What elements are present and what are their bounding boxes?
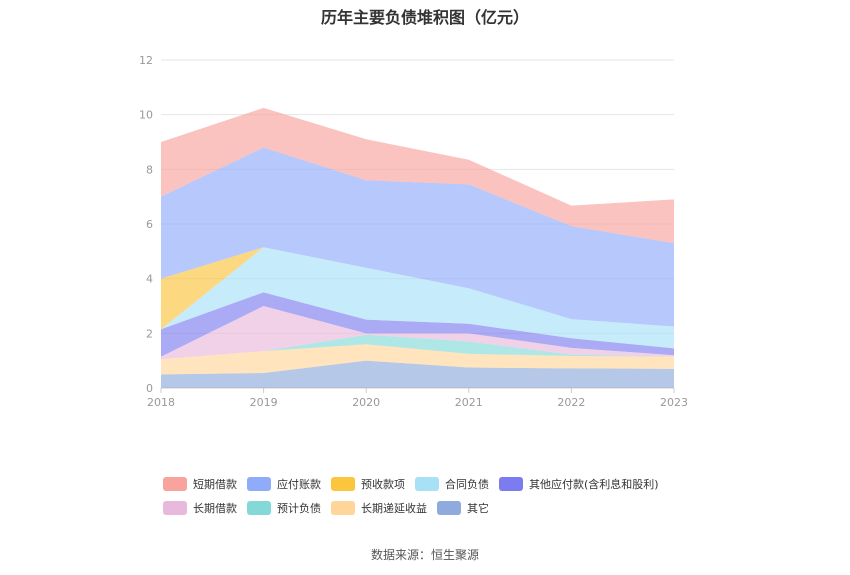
area-series	[161, 344, 674, 375]
x-tick-label: 2020	[352, 396, 380, 409]
legend-label: 短期借款	[193, 478, 237, 491]
y-tick-label: 10	[139, 109, 153, 122]
chart-legend: 短期借款 应付账款 预收款项 合同负债 其他应付款(含利息和股利) 长期借款 预计负债 长期…	[163, 472, 723, 520]
legend-swatch	[415, 477, 439, 491]
legend-swatch	[163, 501, 187, 515]
legend-item[interactable]: 预收款项	[331, 476, 405, 492]
legend-label: 合同负债	[445, 478, 489, 491]
legend-swatch	[437, 501, 461, 515]
area-series	[161, 306, 674, 360]
legend-label: 其他应付款(含利息和股利)	[529, 478, 659, 491]
area-series	[161, 292, 674, 357]
legend-row: 长期借款 预计负债 长期递延收益 其它	[163, 496, 723, 520]
area-series	[161, 360, 674, 388]
legend-swatch	[163, 477, 187, 491]
legend-swatch	[247, 477, 271, 491]
legend-item[interactable]: 其他应付款(含利息和股利)	[499, 476, 659, 492]
x-tick-label: 2019	[250, 396, 278, 409]
x-tick-label: 2022	[557, 396, 585, 409]
legend-label: 其它	[467, 502, 489, 515]
chart-title: 历年主要负债堆积图（亿元）	[320, 8, 529, 27]
y-tick-label: 2	[146, 327, 153, 340]
area-series	[161, 147, 674, 327]
area-series	[161, 334, 674, 360]
legend-swatch	[247, 501, 271, 515]
legend-item[interactable]: 合同负债	[415, 476, 489, 492]
x-tick-label: 2023	[660, 396, 688, 409]
y-tick-label: 4	[146, 273, 153, 286]
legend-swatch	[331, 477, 355, 491]
y-tick-label: 8	[146, 163, 153, 176]
y-tick-label: 0	[146, 382, 153, 395]
legend-label: 应付账款	[277, 478, 321, 491]
legend-row: 短期借款 应付账款 预收款项 合同负债 其他应付款(含利息和股利)	[163, 472, 723, 496]
x-tick-label: 2021	[455, 396, 483, 409]
x-tick-label: 2018	[147, 396, 175, 409]
legend-label: 预计负债	[277, 502, 321, 515]
legend-item[interactable]: 短期借款	[163, 476, 237, 492]
legend-item[interactable]: 预计负债	[247, 500, 321, 516]
stacked-area-chart: 0 2 4 6 8 10 12 2018 2019 2020 2021 2022 2023	[139, 54, 688, 409]
legend-item[interactable]: 长期递延收益	[331, 500, 427, 516]
data-source: 数据来源：恒生聚源	[370, 548, 479, 562]
area-series	[161, 107, 674, 244]
legend-label: 预收款项	[361, 478, 405, 491]
y-tick-label: 12	[139, 54, 153, 67]
y-tick-label: 6	[146, 218, 153, 231]
legend-swatch	[331, 501, 355, 515]
legend-label: 长期递延收益	[361, 502, 427, 515]
legend-swatch	[499, 477, 523, 491]
legend-item[interactable]: 其它	[437, 500, 489, 516]
legend-label: 长期借款	[193, 502, 237, 515]
legend-item[interactable]: 长期借款	[163, 500, 237, 516]
area-series	[161, 247, 674, 349]
legend-item[interactable]: 应付账款	[247, 476, 321, 492]
